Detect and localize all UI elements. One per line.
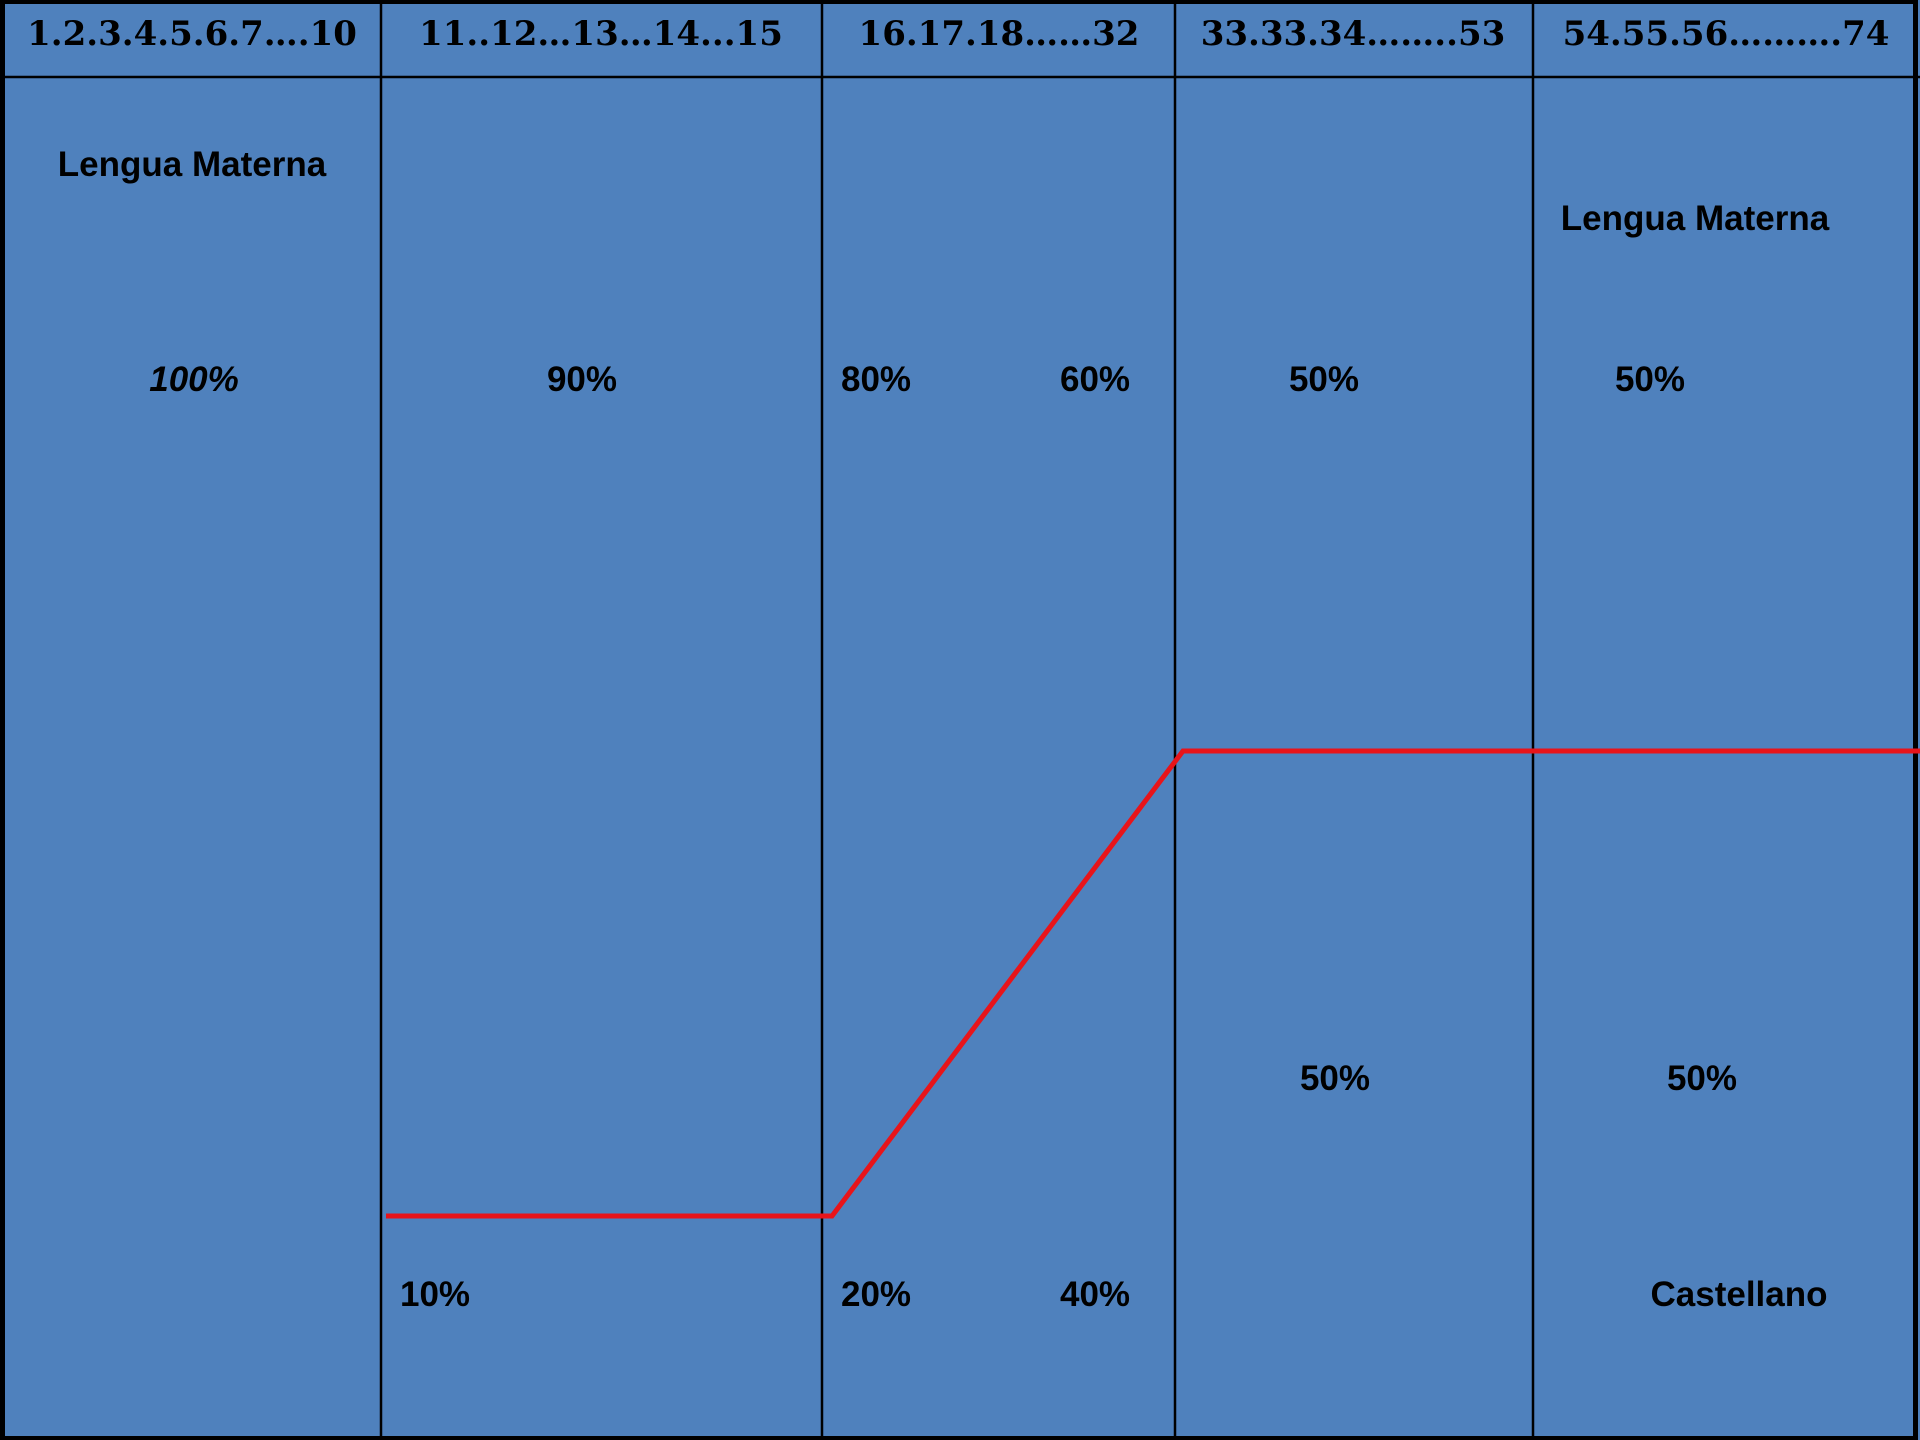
language-transition-line: [386, 748, 1920, 1219]
column-header-1: 1.2.3.4.5.6.7….10: [27, 14, 357, 54]
col3-upper-right-percent: 60%: [1060, 360, 1130, 399]
column-header-4: 33.33.34……..53: [1201, 14, 1506, 54]
col1-language-label: Lengua Materna: [58, 145, 327, 184]
column-header-5: 54.55.56……….74: [1563, 14, 1890, 54]
col4-upper-percent: 50%: [1289, 360, 1359, 399]
col2-upper-percent: 90%: [547, 360, 617, 399]
col3-upper-left-percent: 80%: [841, 360, 911, 399]
col5-upper-percent: 50%: [1615, 360, 1685, 399]
col5-language-label: Lengua Materna: [1561, 199, 1830, 238]
col5-castellano-label: Castellano: [1651, 1275, 1828, 1314]
column-header-2: 11..12…13…14...15: [419, 14, 783, 54]
column-header-3: 16.17.18……32: [859, 14, 1140, 54]
col1-percent: 100%: [149, 360, 239, 399]
col2-lower-percent: 10%: [400, 1275, 470, 1314]
col5-lower-percent: 50%: [1667, 1059, 1737, 1098]
col3-lower-right-percent: 40%: [1060, 1275, 1130, 1314]
col4-lower-percent: 50%: [1300, 1059, 1370, 1098]
col3-lower-left-percent: 20%: [841, 1275, 911, 1314]
